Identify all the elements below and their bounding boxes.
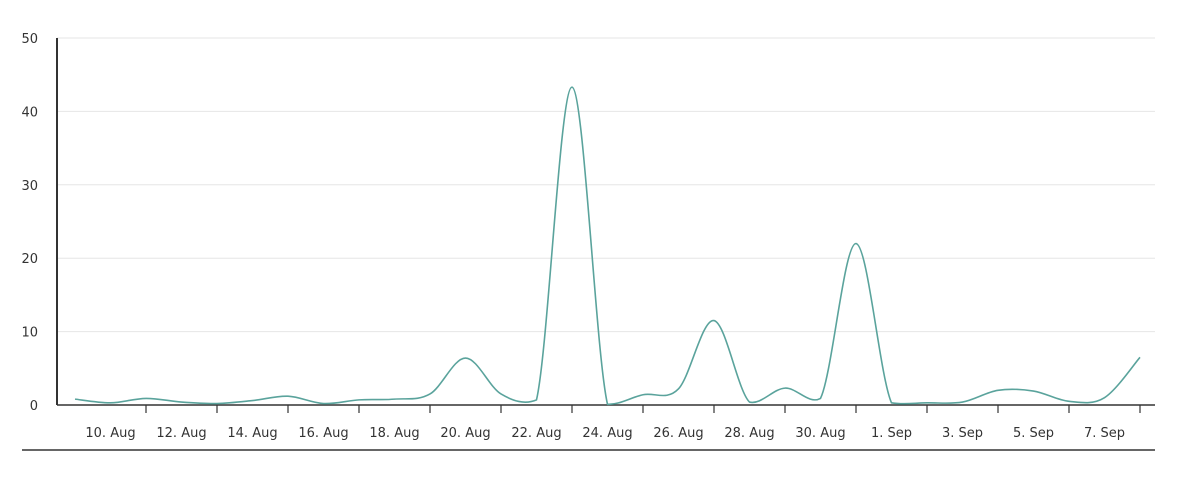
x-tick-label: 10. Aug (85, 426, 135, 441)
x-tick-label: 16. Aug (298, 426, 348, 441)
x-tick-label: 26. Aug (653, 426, 703, 441)
series-layer (74, 86, 1141, 406)
x-axis: 10. Aug 12. Aug 14. Aug 16. Aug 18. Aug 20. A… (57, 404, 1155, 441)
y-tick-label: 40 (21, 105, 38, 120)
y-tick-label: 30 (21, 179, 38, 194)
x-tick-label: 30. Aug (795, 426, 845, 441)
grid-lines (57, 37, 1155, 333)
y-tick-label: 0 (30, 399, 38, 414)
x-tick-label: 1. Sep (871, 426, 912, 441)
y-tick-label: 20 (21, 252, 38, 267)
x-tick-label: 12. Aug (156, 426, 206, 441)
x-tick-label: 14. Aug (227, 426, 277, 441)
x-tick-label: 7. Sep (1084, 426, 1125, 441)
x-tick-label: 3. Sep (942, 426, 983, 441)
x-tick-label: 22. Aug (511, 426, 561, 441)
y-tick-label: 10 (21, 326, 38, 341)
series-line (74, 86, 1141, 406)
x-tick-label: 20. Aug (440, 426, 490, 441)
x-tick-label: 28. Aug (724, 426, 774, 441)
x-tick-label: 5. Sep (1013, 426, 1054, 441)
y-axis: 0 10 20 30 40 50 (21, 32, 58, 414)
y-tick-label: 50 (21, 32, 38, 47)
x-tick-label: 18. Aug (369, 426, 419, 441)
x-tick-label: 24. Aug (582, 426, 632, 441)
